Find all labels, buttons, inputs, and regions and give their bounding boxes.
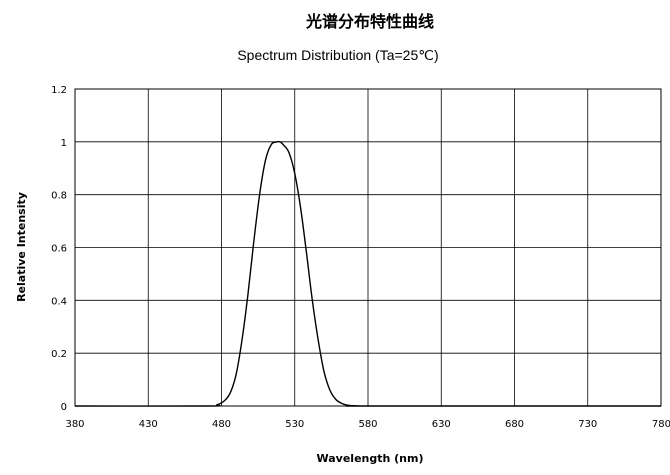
y-tick-label: 1 — [61, 138, 67, 149]
y-tick-label: 0.4 — [51, 296, 67, 307]
x-tick-label: 430 — [139, 419, 158, 430]
x-tick-label: 630 — [432, 419, 451, 430]
x-tick-label: 380 — [65, 419, 84, 430]
x-tick-labels: 380 430 480 530 580 630 680 730 780 — [65, 419, 670, 430]
y-tick-label: 0.2 — [51, 349, 67, 360]
y-tick-labels: 0 0.2 0.4 0.6 0.8 1 1.2 — [51, 85, 67, 413]
x-tick-label: 530 — [285, 419, 304, 430]
grid-lines — [74, 88, 662, 407]
x-tick-label: 780 — [652, 419, 670, 430]
x-tick-label: 680 — [505, 419, 524, 430]
chart-subtitle: Spectrum Distribution (Ta=25℃) — [237, 47, 439, 63]
x-tick-label: 480 — [212, 419, 231, 430]
y-tick-label: 0 — [61, 402, 67, 413]
chart-title: 光谱分布特性曲线 — [305, 12, 434, 31]
y-tick-label: 1.2 — [51, 85, 67, 96]
y-tick-label: 0.8 — [51, 191, 67, 202]
x-axis-label: Wavelength (nm) — [317, 452, 424, 465]
x-tick-label: 730 — [578, 419, 597, 430]
y-axis-label: Relative Intensity — [15, 192, 28, 302]
series-line-spectrum — [74, 140, 661, 407]
x-tick-label: 580 — [358, 419, 377, 430]
y-tick-label: 0.6 — [51, 244, 67, 255]
